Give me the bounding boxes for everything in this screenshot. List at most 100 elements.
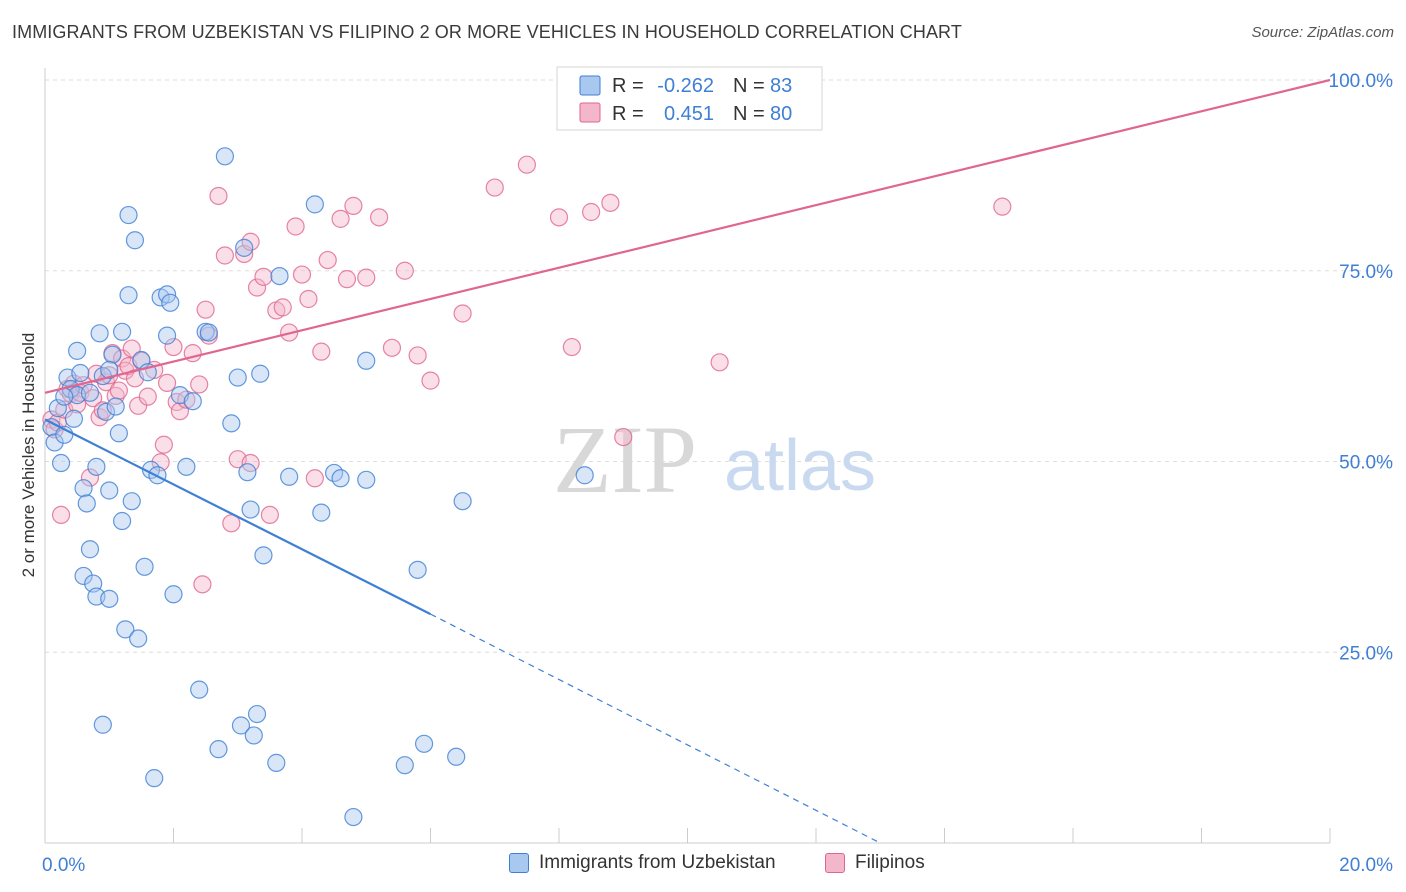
point-uzbekistan (145, 769, 164, 788)
legend-r-label-1: R = (612, 75, 644, 97)
point-filipinos (370, 208, 389, 227)
point-filipinos (337, 270, 357, 289)
point-uzbekistan (228, 368, 247, 387)
legend-swatch-blue (509, 853, 529, 873)
point-filipinos (331, 209, 350, 228)
axes (44, 68, 1331, 844)
point-filipinos (614, 427, 633, 447)
point-uzbekistan (238, 463, 257, 482)
point-uzbekistan (395, 756, 414, 775)
watermark-atlas: atlas (724, 426, 876, 506)
legend-n-value-2: 80 (770, 103, 792, 125)
point-uzbekistan (344, 807, 363, 827)
legend-swatch-uzbekistan (579, 75, 601, 96)
bottom-legend: Immigrants from Uzbekistan Filipinos (0, 852, 1406, 878)
point-filipinos (710, 353, 729, 372)
legend-n-label-2: N = (733, 103, 765, 125)
legend-r-value-1: -0.262 (657, 75, 714, 97)
point-uzbekistan (96, 402, 116, 422)
point-uzbekistan (93, 715, 112, 734)
point-filipinos (299, 289, 318, 309)
point-filipinos (382, 338, 402, 357)
point-uzbekistan (357, 470, 376, 489)
legend-swatch-filipinos (579, 102, 601, 123)
point-uzbekistan (112, 511, 132, 531)
series-filipinos (42, 155, 1012, 594)
point-uzbekistan (209, 740, 228, 759)
point-uzbekistan (280, 467, 299, 486)
point-uzbekistan (215, 147, 234, 166)
point-uzbekistan (222, 414, 241, 433)
point-filipinos (395, 261, 414, 280)
point-uzbekistan (447, 747, 466, 766)
point-uzbekistan (177, 457, 196, 476)
point-uzbekistan (254, 546, 273, 565)
point-filipinos (138, 387, 157, 406)
point-uzbekistan (103, 345, 122, 364)
point-filipinos (106, 386, 125, 405)
point-filipinos (357, 268, 376, 287)
point-filipinos (109, 381, 128, 400)
point-filipinos (485, 178, 504, 197)
legend-n-value-1: 83 (770, 75, 792, 97)
point-uzbekistan (270, 266, 289, 286)
point-uzbekistan (183, 392, 202, 411)
point-filipinos (273, 298, 292, 317)
point-filipinos (344, 196, 363, 215)
trend-line-uzbekistan (44, 418, 431, 616)
point-uzbekistan (77, 494, 96, 513)
point-uzbekistan (74, 566, 93, 586)
point-filipinos (286, 217, 305, 236)
point-uzbekistan (199, 323, 218, 342)
point-filipinos (993, 197, 1012, 216)
point-filipinos (305, 469, 324, 488)
point-uzbekistan (357, 351, 376, 370)
point-uzbekistan (122, 492, 141, 511)
y-tick-label: 75.0% (1339, 262, 1393, 283)
point-uzbekistan (68, 341, 87, 360)
point-filipinos (193, 575, 212, 594)
point-uzbekistan (575, 466, 594, 485)
point-filipinos (129, 396, 148, 415)
chart-title: IMMIGRANTS FROM UZBEKISTAN VS FILIPINO 2… (12, 22, 962, 42)
y-tick-label: 100.0% (1329, 71, 1394, 92)
point-filipinos (408, 346, 427, 365)
point-uzbekistan (135, 557, 154, 576)
point-filipinos (318, 250, 337, 270)
point-filipinos (164, 337, 183, 357)
point-filipinos (247, 278, 267, 297)
legend-r-value-2: 0.451 (664, 103, 714, 125)
point-uzbekistan (45, 433, 64, 452)
point-uzbekistan (64, 409, 84, 428)
point-uzbekistan (125, 231, 145, 250)
point-uzbekistan (331, 469, 350, 488)
point-filipinos (154, 435, 173, 454)
point-filipinos (190, 375, 209, 394)
point-uzbekistan (190, 680, 209, 699)
point-uzbekistan (90, 324, 109, 343)
point-uzbekistan (51, 453, 71, 473)
point-filipinos (549, 208, 569, 227)
legend-swatch-pink (825, 853, 845, 873)
legend-n-label-1: N = (733, 75, 765, 97)
y-tick-label: 25.0% (1339, 643, 1393, 664)
point-filipinos (51, 505, 71, 525)
point-uzbekistan (312, 503, 331, 522)
point-filipinos (215, 246, 234, 265)
point-filipinos (582, 202, 601, 222)
point-filipinos (260, 505, 279, 525)
point-uzbekistan (116, 620, 135, 639)
point-uzbekistan (71, 363, 90, 383)
trend-line-uzbekistan-extension (430, 613, 881, 844)
point-uzbekistan (109, 424, 128, 443)
point-uzbekistan (241, 500, 260, 519)
point-uzbekistan (414, 734, 434, 753)
point-uzbekistan (100, 360, 119, 380)
point-uzbekistan (408, 560, 427, 579)
point-filipinos (196, 300, 215, 319)
point-uzbekistan (244, 726, 263, 745)
point-uzbekistan (251, 364, 270, 383)
point-filipinos (421, 371, 440, 390)
point-uzbekistan (112, 322, 132, 341)
